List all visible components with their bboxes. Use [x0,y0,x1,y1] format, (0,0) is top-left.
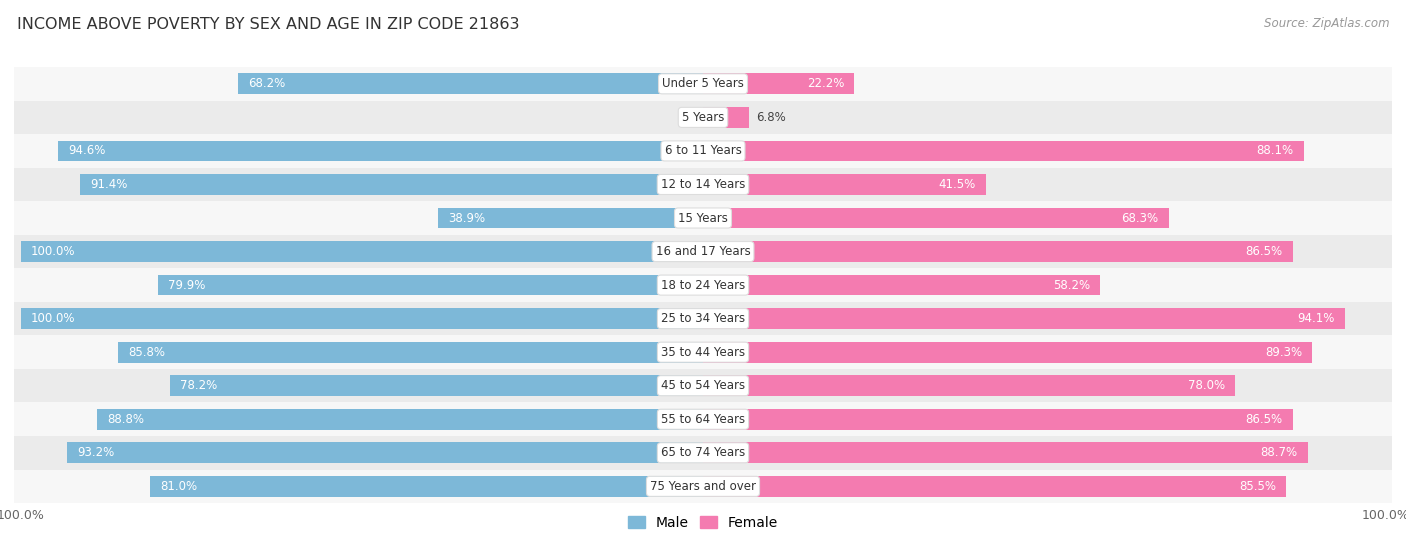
Bar [703,241,1294,262]
Text: 68.3%: 68.3% [1122,211,1159,225]
Text: 5 Years: 5 Years [682,111,724,124]
Bar [14,67,1392,101]
Text: 88.8%: 88.8% [107,413,145,426]
Bar [703,342,1312,363]
Bar [703,73,855,94]
Bar [14,168,1392,201]
Text: 41.5%: 41.5% [939,178,976,191]
Text: 88.1%: 88.1% [1257,144,1294,158]
Text: 79.9%: 79.9% [169,278,205,292]
Bar [437,207,703,229]
Text: 86.5%: 86.5% [1246,245,1282,258]
Text: 35 to 44 Years: 35 to 44 Years [661,345,745,359]
Bar [14,470,1392,503]
Bar [170,375,703,396]
Text: 6.8%: 6.8% [756,111,786,124]
Text: 78.2%: 78.2% [180,379,217,392]
Bar [80,174,703,195]
Bar [21,241,703,262]
Text: 88.7%: 88.7% [1261,446,1298,459]
Text: 100.0%: 100.0% [31,245,76,258]
Text: 65 to 74 Years: 65 to 74 Years [661,446,745,459]
Text: 38.9%: 38.9% [449,211,485,225]
Bar [703,174,986,195]
Text: 22.2%: 22.2% [807,77,844,91]
Text: 85.5%: 85.5% [1239,480,1277,493]
Text: 86.5%: 86.5% [1246,413,1282,426]
Text: 15 Years: 15 Years [678,211,728,225]
Text: 78.0%: 78.0% [1188,379,1225,392]
Bar [14,302,1392,335]
Bar [703,375,1234,396]
Bar [14,101,1392,134]
Text: 18 to 24 Years: 18 to 24 Years [661,278,745,292]
Bar [14,268,1392,302]
Text: 91.4%: 91.4% [90,178,127,191]
Bar [58,140,703,162]
Text: 55 to 64 Years: 55 to 64 Years [661,413,745,426]
Text: 85.8%: 85.8% [128,345,165,359]
Bar [238,73,703,94]
Bar [703,207,1168,229]
Bar [703,308,1346,329]
Bar [14,335,1392,369]
Bar [118,342,703,363]
Text: 81.0%: 81.0% [160,480,198,493]
Bar [157,274,703,296]
Text: 68.2%: 68.2% [247,77,285,91]
Text: 94.1%: 94.1% [1298,312,1334,325]
Text: 45 to 54 Years: 45 to 54 Years [661,379,745,392]
Text: Source: ZipAtlas.com: Source: ZipAtlas.com [1264,17,1389,30]
Bar [21,308,703,329]
Text: 93.2%: 93.2% [77,446,115,459]
Bar [14,402,1392,436]
Bar [67,442,703,463]
Bar [14,235,1392,268]
Bar [97,409,703,430]
Text: INCOME ABOVE POVERTY BY SEX AND AGE IN ZIP CODE 21863: INCOME ABOVE POVERTY BY SEX AND AGE IN Z… [17,17,519,32]
Bar [703,107,749,128]
Bar [703,409,1294,430]
Legend: Male, Female: Male, Female [623,510,783,536]
Text: 100.0%: 100.0% [31,312,76,325]
Text: 58.2%: 58.2% [1053,278,1090,292]
Text: 75 Years and over: 75 Years and over [650,480,756,493]
Bar [703,476,1286,497]
Text: 12 to 14 Years: 12 to 14 Years [661,178,745,191]
Text: Under 5 Years: Under 5 Years [662,77,744,91]
Text: 25 to 34 Years: 25 to 34 Years [661,312,745,325]
Bar [14,134,1392,168]
Bar [703,442,1308,463]
Bar [703,140,1303,162]
Text: 94.6%: 94.6% [67,144,105,158]
Bar [703,274,1099,296]
Bar [14,436,1392,470]
Text: 6 to 11 Years: 6 to 11 Years [665,144,741,158]
Bar [14,201,1392,235]
Bar [14,369,1392,402]
Text: 89.3%: 89.3% [1265,345,1302,359]
Text: 16 and 17 Years: 16 and 17 Years [655,245,751,258]
Bar [150,476,703,497]
